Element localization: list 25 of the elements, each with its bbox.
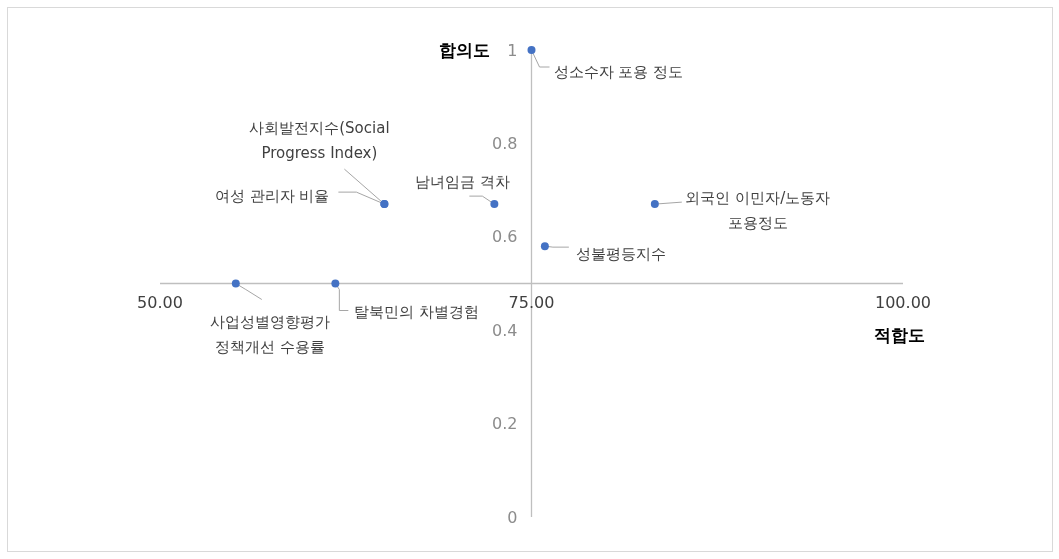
x-axis-title: 적합도	[874, 324, 925, 345]
point	[331, 279, 340, 288]
x-tick-label: 50.00	[137, 292, 183, 312]
point	[527, 46, 536, 54]
annotation: 남녀임금 격차	[414, 173, 510, 192]
annotation: 여성 관리자 비율	[214, 187, 330, 206]
annotation: 탈북민의 차별경험	[354, 302, 480, 321]
point	[540, 242, 549, 251]
annotation: 성소수자 포용 정도	[553, 63, 684, 82]
y-tick-label: 0.2	[492, 414, 518, 434]
point	[231, 279, 240, 288]
y-tick-label: 0.8	[492, 134, 518, 153]
y-tick-label: 1	[507, 40, 518, 60]
point	[650, 200, 659, 209]
annotation: 외국인 이민자/노동자 포용정도	[685, 189, 831, 233]
x-tick-label: 100.00	[875, 292, 931, 312]
y-tick-label: 0.4	[492, 320, 518, 340]
y-tick-label: 0	[507, 507, 518, 527]
y-tick-label: 0.6	[492, 227, 518, 247]
annotation: 사회발전지수(Social Progress Index)	[249, 119, 390, 163]
y-axis-title: 합의도	[438, 39, 490, 60]
point	[490, 200, 499, 209]
annotation: 사업성별영향평가 정책개선 수용률	[209, 312, 330, 356]
annotation: 성불평등지수	[575, 245, 666, 264]
x-tick-label: 75.00	[508, 292, 555, 312]
